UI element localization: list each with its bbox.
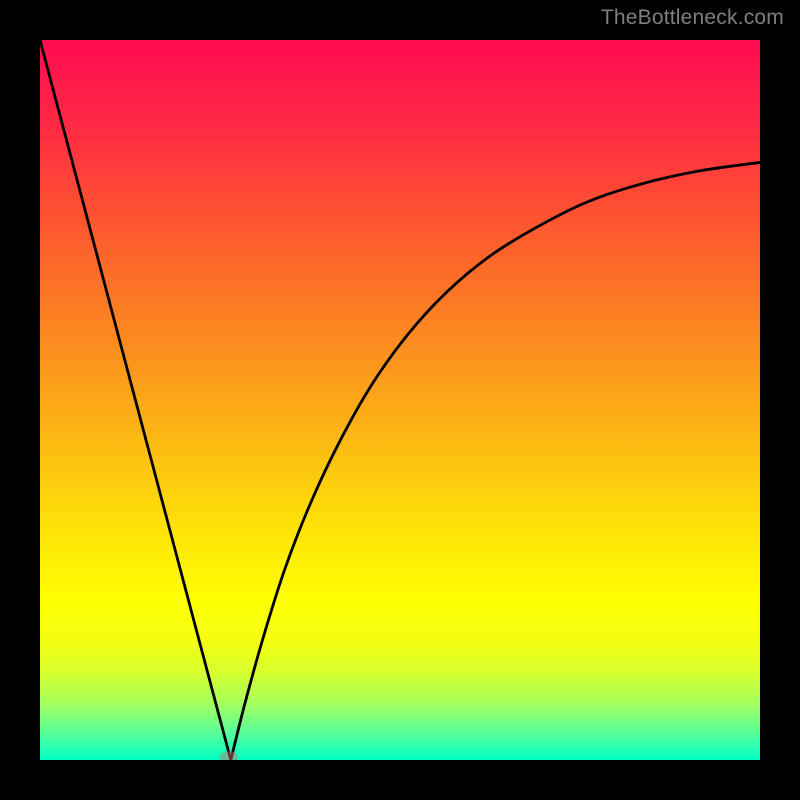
plot-area [40, 40, 760, 760]
chart-frame: TheBottleneck.com [0, 0, 800, 800]
background-gradient [40, 40, 760, 760]
watermark-text: TheBottleneck.com [601, 6, 784, 30]
